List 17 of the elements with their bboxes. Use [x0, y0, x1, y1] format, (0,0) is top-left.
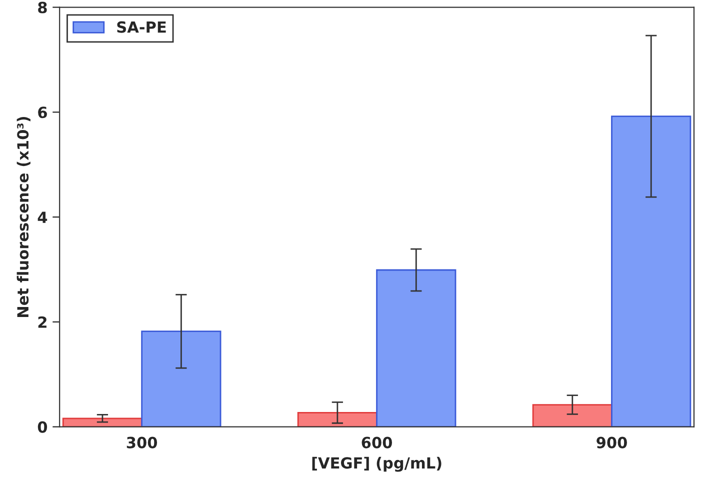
bar	[297, 412, 378, 427]
bar	[376, 269, 456, 427]
bar	[141, 330, 222, 427]
bar	[532, 404, 612, 427]
y-tick-label: 4	[38, 212, 48, 223]
y-tick-label: 6	[38, 106, 47, 118]
bar	[611, 116, 692, 427]
x-tick-label: 300	[126, 436, 158, 448]
x-tick-label: 600	[362, 436, 392, 448]
y-tick-label: 8	[38, 2, 47, 14]
y-tick-label: 2	[38, 316, 46, 328]
y-tick-label: 0	[38, 421, 48, 433]
x-tick-label: 900	[596, 436, 627, 448]
legend-label: SA-PE	[117, 21, 166, 33]
bar	[62, 418, 143, 427]
x-axis-title: [VEGF] (pg/mL)	[312, 456, 442, 472]
y-axis-title: Net fluorescence (x10³)	[16, 116, 30, 318]
